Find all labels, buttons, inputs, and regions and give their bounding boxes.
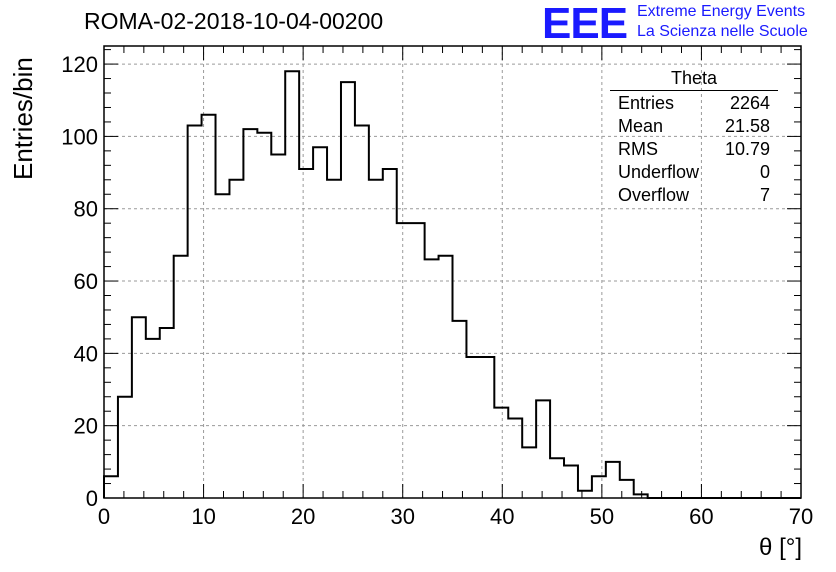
y-tick-label: 80 bbox=[74, 197, 98, 222]
stats-row-entries: Entries 2264 bbox=[610, 92, 778, 115]
y-tick-label: 100 bbox=[61, 124, 98, 149]
stats-row-mean: Mean 21.58 bbox=[610, 115, 778, 138]
stats-label: Overflow bbox=[618, 185, 690, 205]
stats-row-underflow: Underflow 0 bbox=[610, 161, 778, 184]
stats-label: Mean bbox=[618, 116, 664, 136]
stats-value: 10.79 bbox=[724, 139, 770, 159]
stats-label: Underflow bbox=[618, 162, 700, 182]
stats-row-rms: RMS 10.79 bbox=[610, 138, 778, 161]
x-tick-label: 60 bbox=[689, 504, 713, 529]
logo-caption-line2: La Scienza nelle Scuole bbox=[637, 23, 808, 40]
stats-value: 7 bbox=[759, 185, 770, 205]
stats-row-overflow: Overflow 7 bbox=[610, 184, 778, 207]
x-axis-label: θ [°] bbox=[759, 534, 802, 561]
stats-value: 2264 bbox=[729, 93, 770, 113]
eee-logo: EEE bbox=[542, 0, 628, 48]
y-tick-label: 20 bbox=[74, 414, 98, 439]
x-tick-label: 40 bbox=[490, 504, 514, 529]
y-axis-label: Entries/bin bbox=[8, 57, 38, 180]
histogram-series bbox=[103, 70, 801, 499]
stats-box: Theta Entries 2264 Mean 21.58 RMS 10.79 Und… bbox=[610, 68, 778, 207]
y-tick-label: 60 bbox=[74, 269, 98, 294]
stats-label: Entries bbox=[618, 93, 675, 113]
stats-title: Theta bbox=[610, 68, 778, 91]
stats-value: 21.58 bbox=[724, 116, 770, 136]
chart-title: ROMA-02-2018-10-04-00200 bbox=[84, 8, 384, 34]
stats-label: RMS bbox=[618, 139, 658, 159]
logo-caption: Extreme Energy Events La Scienza nelle S… bbox=[637, 2, 808, 42]
stats-value: 0 bbox=[759, 162, 770, 182]
x-tick-label: 0 bbox=[98, 504, 110, 529]
y-tick-label: 40 bbox=[74, 341, 98, 366]
y-tick-label: 120 bbox=[61, 52, 98, 77]
logo-caption-line1: Extreme Energy Events bbox=[637, 3, 806, 20]
x-tick-label: 70 bbox=[789, 504, 813, 529]
x-tick-label: 50 bbox=[590, 504, 614, 529]
x-tick-label: 10 bbox=[191, 504, 215, 529]
x-tick-label: 30 bbox=[390, 504, 414, 529]
plot-frame bbox=[103, 45, 802, 499]
y-tick-label: 0 bbox=[86, 486, 98, 511]
x-tick-label: 20 bbox=[291, 504, 315, 529]
